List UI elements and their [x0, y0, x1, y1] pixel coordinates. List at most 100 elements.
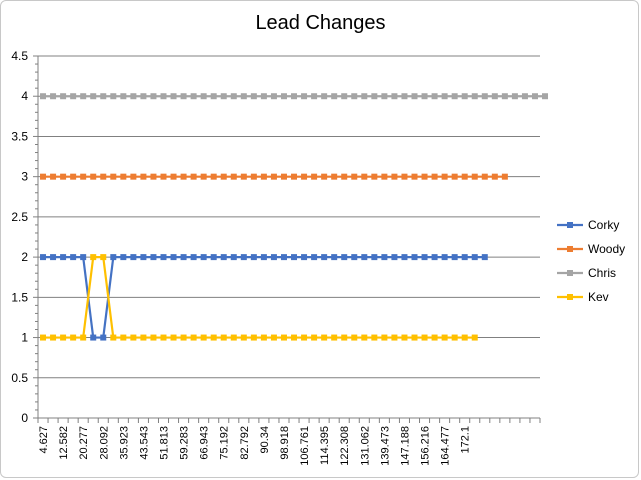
data-point: [431, 334, 438, 341]
data-point: [230, 93, 237, 100]
data-point: [220, 254, 227, 261]
legend-label: Kev: [588, 290, 609, 304]
x-tick-label: 82.792: [239, 426, 251, 460]
data-point: [451, 173, 458, 180]
data-point: [100, 254, 107, 261]
data-point: [190, 93, 197, 100]
data-point: [291, 173, 298, 180]
data-point: [381, 334, 388, 341]
data-point: [130, 254, 137, 261]
data-point: [431, 173, 438, 180]
x-tick-label: 164.477: [440, 426, 452, 466]
data-point: [200, 93, 207, 100]
series-kev: [40, 254, 478, 341]
data-point: [200, 334, 207, 341]
data-point: [471, 93, 478, 100]
data-point: [170, 254, 177, 261]
data-point: [401, 93, 408, 100]
data-point: [220, 173, 227, 180]
data-point: [381, 173, 388, 180]
data-point: [311, 254, 318, 261]
data-point: [130, 93, 137, 100]
data-point: [371, 93, 378, 100]
y-tick-label: 0.5: [11, 371, 28, 385]
data-point: [170, 334, 177, 341]
data-point: [451, 254, 458, 261]
x-tick-label: 28.092: [98, 426, 110, 460]
data-point: [421, 254, 428, 261]
data-point: [351, 173, 358, 180]
data-point: [70, 254, 77, 261]
data-point: [361, 173, 368, 180]
data-point: [270, 334, 277, 341]
data-point: [321, 334, 328, 341]
y-tick-label: 4: [21, 89, 28, 103]
data-point: [331, 254, 338, 261]
data-point: [190, 173, 197, 180]
data-point: [100, 173, 107, 180]
data-point: [80, 93, 87, 100]
data-point: [481, 254, 488, 261]
x-tick-label: 106.761: [299, 426, 311, 466]
data-point: [531, 93, 538, 100]
data-point: [50, 173, 57, 180]
data-point: [441, 254, 448, 261]
series-woody: [40, 173, 508, 180]
data-point: [230, 334, 237, 341]
chart-title: Lead Changes: [255, 12, 386, 34]
data-point: [200, 254, 207, 261]
legend-label: Corky: [588, 218, 619, 232]
data-point: [491, 173, 498, 180]
data-point: [301, 93, 308, 100]
data-point: [542, 93, 549, 100]
data-point: [311, 93, 318, 100]
data-point: [501, 173, 508, 180]
data-point: [501, 93, 508, 100]
legend-marker: [567, 246, 573, 252]
data-point: [331, 173, 338, 180]
data-point: [250, 334, 257, 341]
data-point: [210, 334, 217, 341]
data-point: [80, 254, 87, 261]
data-point: [180, 93, 187, 100]
data-point: [511, 93, 518, 100]
data-point: [461, 334, 468, 341]
data-point: [140, 93, 147, 100]
x-tick-label: 114.395: [319, 426, 331, 465]
data-point: [331, 334, 338, 341]
y-tick-label: 2.5: [11, 210, 28, 224]
data-point: [70, 173, 77, 180]
data-point: [240, 254, 247, 261]
data-point: [301, 173, 308, 180]
data-point: [90, 334, 97, 341]
data-point: [160, 173, 167, 180]
data-point: [401, 254, 408, 261]
data-point: [421, 93, 428, 100]
legend-label: Woody: [588, 242, 625, 256]
data-point: [240, 93, 247, 100]
data-point: [341, 93, 348, 100]
x-tick-label: 35.923: [118, 426, 130, 460]
x-tick-label: 75.192: [219, 426, 231, 460]
data-point: [180, 173, 187, 180]
data-point: [210, 173, 217, 180]
data-point: [140, 334, 147, 341]
data-point: [391, 93, 398, 100]
data-point: [461, 254, 468, 261]
data-point: [170, 93, 177, 100]
data-point: [321, 254, 328, 261]
data-point: [210, 93, 217, 100]
data-point: [150, 334, 157, 341]
data-point: [150, 173, 157, 180]
data-point: [230, 254, 237, 261]
data-point: [130, 334, 137, 341]
data-point: [220, 334, 227, 341]
data-point: [391, 334, 398, 341]
data-point: [481, 173, 488, 180]
data-point: [381, 254, 388, 261]
data-point: [441, 334, 448, 341]
data-point: [180, 254, 187, 261]
y-tick-label: 3.5: [11, 129, 28, 143]
